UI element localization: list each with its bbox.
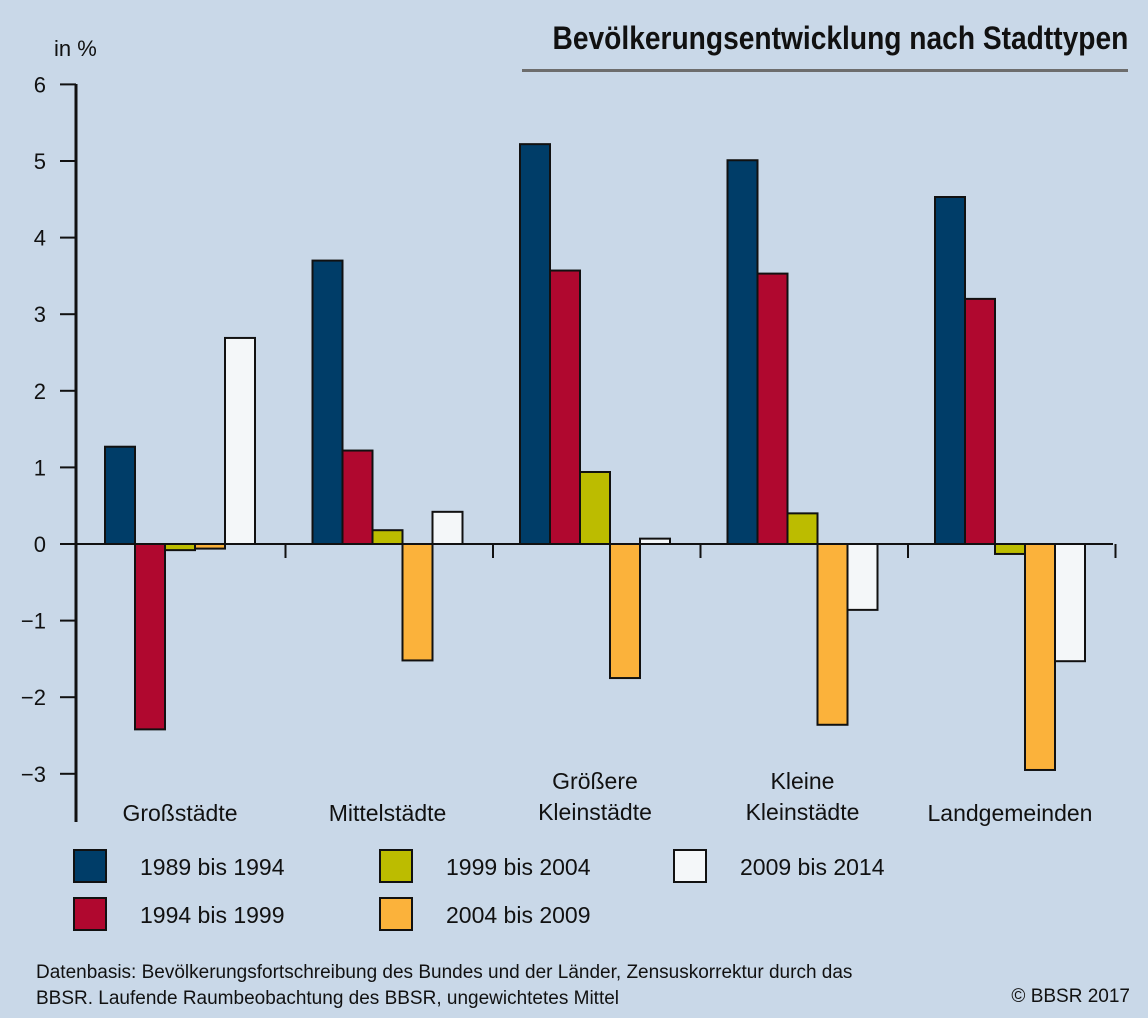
bar-1-4 bbox=[964, 297, 996, 545]
y-axis-label: in % bbox=[54, 36, 97, 61]
legend-swatch-2 bbox=[379, 849, 413, 883]
bar-1-1 bbox=[341, 449, 374, 546]
bar-4-3 bbox=[846, 543, 879, 611]
chart-title: Bevölkerungsentwicklung nach Stadttypen bbox=[552, 20, 1128, 56]
bar-3-4 bbox=[1024, 543, 1056, 771]
source-line-1: Datenbasis: Bevölkerungsfortschreibung d… bbox=[36, 962, 853, 983]
legend-swatch-4 bbox=[673, 849, 707, 883]
y-tick-label-0: 6 bbox=[34, 72, 46, 97]
y-tick-label-9: −3 bbox=[21, 762, 46, 787]
y-tick-label-8: −2 bbox=[21, 685, 46, 710]
bar-2-1 bbox=[371, 529, 404, 545]
y-tick-label-1: 5 bbox=[34, 149, 46, 174]
title-rule bbox=[522, 69, 1128, 72]
bar-4-4 bbox=[1054, 543, 1086, 663]
bar-2-3 bbox=[786, 512, 819, 545]
legend-swatch-1 bbox=[73, 897, 107, 931]
y-tick-label-2: 4 bbox=[34, 226, 46, 251]
category-label-3: Kleine Kleinstädte bbox=[746, 768, 860, 825]
source-note: Datenbasis: Bevölkerungsfortschreibung d… bbox=[36, 960, 956, 1012]
bar-0-2 bbox=[519, 143, 551, 545]
y-tick-label-4: 2 bbox=[34, 379, 46, 404]
legend-label-1: 1994 bis 1999 bbox=[140, 902, 285, 928]
bar-4-1 bbox=[431, 510, 464, 546]
bar-1-3 bbox=[756, 272, 789, 545]
bar-2-2 bbox=[579, 470, 611, 545]
legend-swatch-0 bbox=[73, 849, 107, 883]
bar-0-4 bbox=[934, 196, 966, 545]
bar-1-0 bbox=[134, 543, 166, 731]
bar-4-0 bbox=[224, 336, 256, 546]
category-label-4: Landgemeinden bbox=[928, 800, 1093, 826]
legend-label-4: 2009 bis 2014 bbox=[740, 854, 885, 880]
bar-1-2 bbox=[549, 269, 581, 545]
copyright: © BBSR 2017 bbox=[1011, 986, 1130, 1007]
category-label-1: Mittelstädte bbox=[329, 800, 447, 826]
bar-0-0 bbox=[104, 445, 136, 545]
y-tick-label-6: 0 bbox=[34, 532, 46, 557]
legend-label-3: 2004 bis 2009 bbox=[446, 902, 591, 928]
bar-0-3 bbox=[726, 159, 759, 545]
bar-3-2 bbox=[609, 543, 641, 680]
y-tick-label-3: 3 bbox=[34, 302, 46, 327]
bar-3-3 bbox=[816, 543, 849, 726]
bar-3-1 bbox=[401, 543, 434, 662]
y-tick-label-7: −1 bbox=[21, 609, 46, 634]
category-label-2: Größere Kleinstädte bbox=[538, 768, 652, 825]
category-label-0: Großstädte bbox=[122, 800, 237, 826]
legend-label-0: 1989 bis 1994 bbox=[140, 854, 285, 880]
legend-swatch-3 bbox=[379, 897, 413, 931]
bar-2-4 bbox=[994, 543, 1026, 555]
y-tick-label-5: 1 bbox=[34, 455, 46, 480]
legend-label-2: 1999 bis 2004 bbox=[446, 854, 591, 880]
bar-chart: in % 6 5 4 3 2 1 0 −1 −2 −3 Großstädte Mittelstädte G… bbox=[21, 36, 1117, 931]
source-line-2: BBSR. Laufende Raumbeobachtung des BBSR,… bbox=[36, 988, 620, 1009]
bar-0-1 bbox=[311, 259, 344, 545]
